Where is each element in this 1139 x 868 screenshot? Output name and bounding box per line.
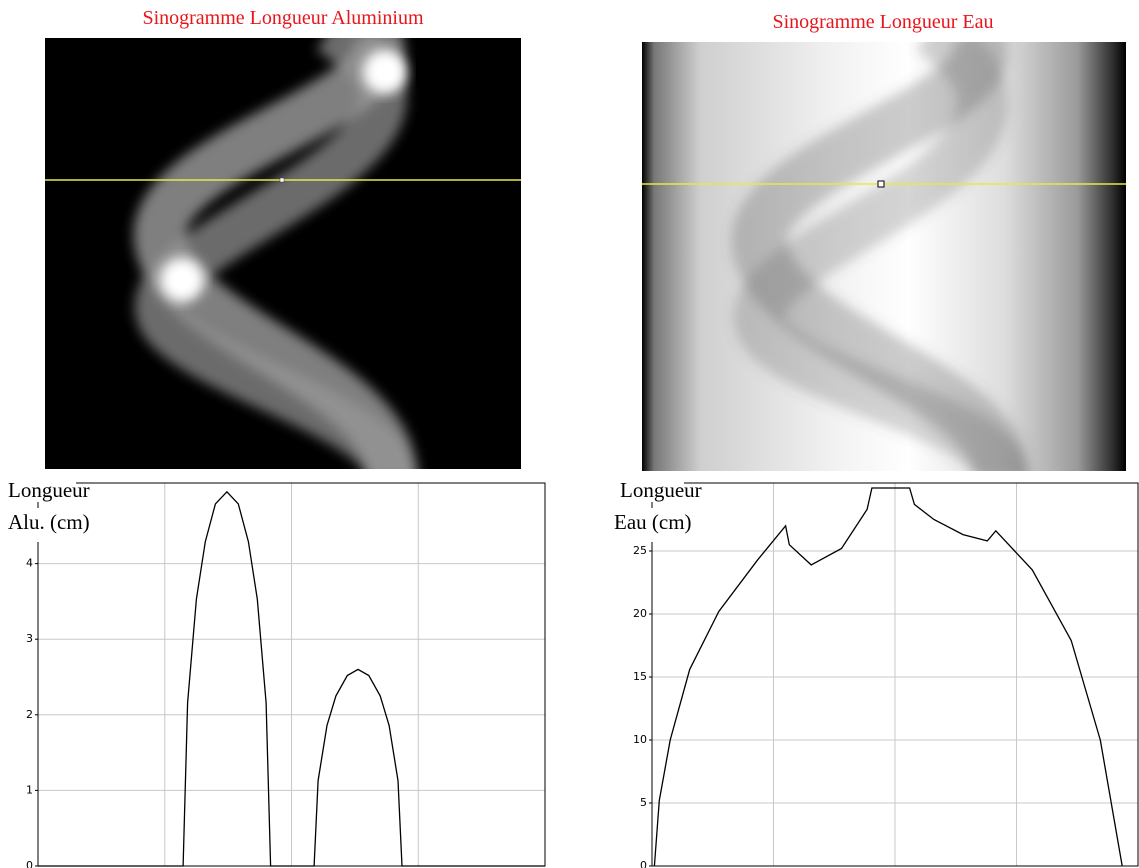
profile-line — [38, 490, 545, 867]
image-title: Sinogramme Longueur Aluminium — [142, 7, 424, 29]
label-background — [6, 508, 132, 542]
y-tick-label: 25 — [633, 544, 647, 557]
y-tick-label: 4 — [26, 557, 33, 570]
y-tick-label: 10 — [633, 733, 647, 746]
y-axis-label: Eau (cm) — [614, 510, 692, 534]
label-background — [612, 508, 718, 542]
sinogram-eau — [642, 42, 1126, 471]
y-tick-label: 2 — [26, 708, 33, 721]
charts: 0 1 2 3 4 Longueur Alu. (cm) 0 5 10 15 20 25 Longueur… — [0, 476, 1139, 868]
y-tick-label: 0 — [26, 859, 33, 868]
y-axis-label: Alu. (cm) — [8, 510, 90, 534]
label-background — [0, 476, 76, 502]
label-background — [612, 476, 684, 502]
sinogram-aluminium — [45, 38, 521, 469]
y-tick-label: 15 — [633, 670, 647, 683]
y-axis-label: Longueur — [8, 478, 90, 502]
y-tick-label: 20 — [633, 607, 647, 620]
y-tick-label: 3 — [26, 632, 33, 645]
y-tick-label: 1 — [26, 783, 33, 796]
plot-frame — [651, 482, 1139, 867]
image-title: Sinogramme Longueur Eau — [772, 11, 993, 33]
profile-line — [653, 487, 1123, 867]
y-tick-label: 0 — [640, 859, 647, 868]
y-tick-label: 5 — [640, 796, 647, 809]
y-axis-label: Longueur — [620, 478, 702, 502]
